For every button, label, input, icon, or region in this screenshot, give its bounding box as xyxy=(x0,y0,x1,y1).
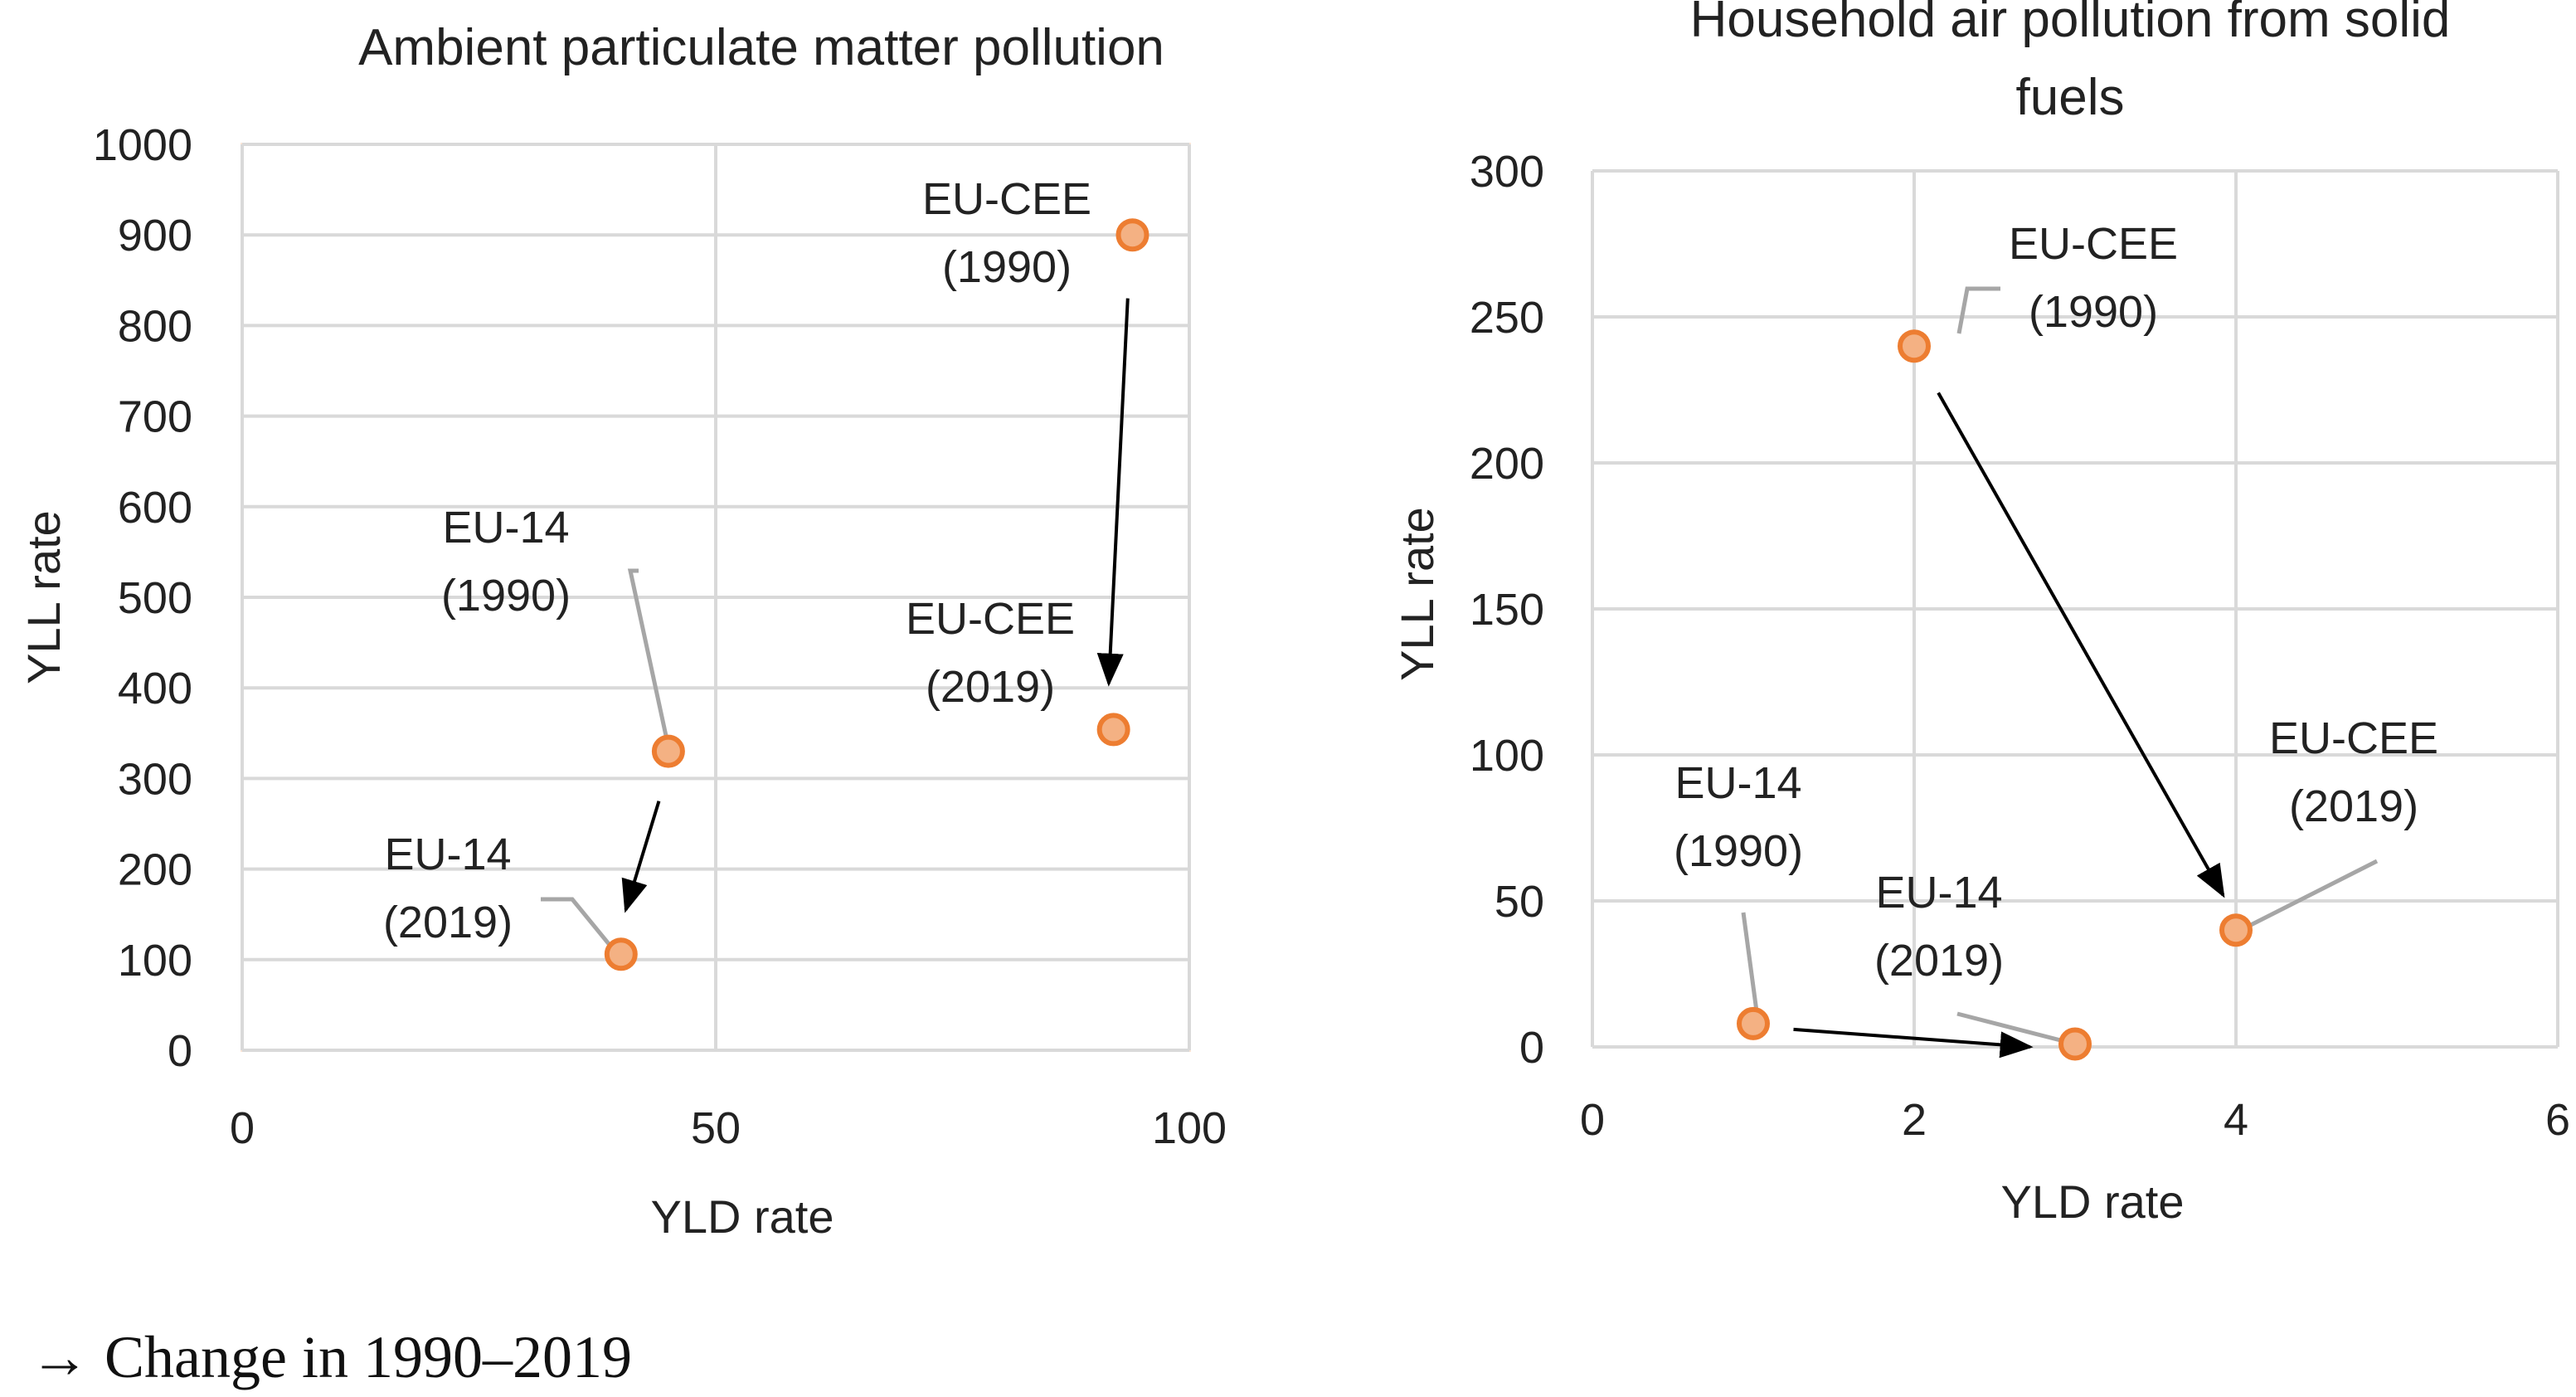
data-label-line: EU-CEE xyxy=(2009,219,2178,269)
y-tick-label: 200 xyxy=(1470,439,1544,489)
y-tick-label: 500 xyxy=(118,573,192,623)
data-label-leader xyxy=(1741,912,1761,1025)
y-tick-label: 0 xyxy=(168,1026,192,1076)
footnote-legend: → Change in 1990–2019 xyxy=(30,1324,632,1390)
chart-title-line: fuels xyxy=(2016,69,2125,126)
y-tick-label: 250 xyxy=(1470,293,1544,343)
y-tick-label: 600 xyxy=(118,483,192,533)
data-point xyxy=(1898,329,1931,363)
y-tick-label: 800 xyxy=(118,301,192,351)
data-label-leader xyxy=(2238,859,2379,933)
data-point xyxy=(1115,218,1149,252)
y-tick-label: 300 xyxy=(1470,147,1544,197)
y-tick-label: 300 xyxy=(118,754,192,804)
data-label-line: EU-14 xyxy=(1674,758,1801,808)
y-tick-label: 50 xyxy=(1495,877,1544,927)
data-label-line: EU-14 xyxy=(384,830,511,879)
data-point xyxy=(604,937,638,971)
y-axis-label: YLL rate xyxy=(1391,507,1443,681)
x-tick-label: 0 xyxy=(1580,1095,1605,1145)
data-label-line: EU-CEE xyxy=(2269,713,2438,763)
x-tick-label: 2 xyxy=(1902,1095,1927,1145)
data-label-line: EU-14 xyxy=(442,503,569,552)
y-tick-label: 400 xyxy=(118,664,192,713)
y-axis-label: YLL rate xyxy=(17,510,70,684)
change-arrow xyxy=(1096,298,1130,687)
data-label-line: (1990) xyxy=(942,242,1072,292)
change-arrow xyxy=(1793,1027,2034,1059)
data-point xyxy=(651,734,685,768)
data-label-line: (1990) xyxy=(1674,826,1803,876)
data-point xyxy=(1096,713,1130,747)
x-axis-label: YLD rate xyxy=(2001,1176,2185,1228)
x-axis-label: YLD rate xyxy=(651,1190,834,1243)
y-tick-label: 150 xyxy=(1470,585,1544,635)
y-tick-label: 200 xyxy=(118,845,192,895)
y-tick-label: 0 xyxy=(1519,1023,1544,1073)
y-tick-label: 100 xyxy=(1470,731,1544,781)
data-label-line: EU-14 xyxy=(1875,868,2002,918)
chart-ambient-pm: Ambient particulate matter pollution 0 100… xyxy=(17,19,1227,1243)
x-tick-label: 100 xyxy=(1152,1103,1227,1153)
data-label-line: (2019) xyxy=(383,898,513,947)
chart-title-line: Household air pollution from solid xyxy=(1690,0,2451,48)
data-label-line: EU-CEE xyxy=(906,594,1075,644)
data-label-leader xyxy=(1956,286,2000,334)
data-label-line: (2019) xyxy=(2289,781,2418,831)
y-tick-label: 900 xyxy=(118,211,192,260)
data-label-line: (1990) xyxy=(441,571,571,621)
x-tick-label: 50 xyxy=(691,1103,741,1153)
x-tick-label: 6 xyxy=(2545,1095,2570,1145)
data-label-leader xyxy=(541,897,619,956)
y-tick-label: 700 xyxy=(118,392,192,442)
data-point xyxy=(2058,1027,2092,1061)
data-point xyxy=(2219,913,2253,947)
x-tick-label: 4 xyxy=(2224,1095,2248,1145)
data-label-line: (2019) xyxy=(926,662,1055,712)
change-arrow xyxy=(621,801,661,913)
data-label-leader xyxy=(1956,1011,2074,1046)
chart-household-air: Household air pollution from solid fuels 0… xyxy=(1391,0,2570,1228)
y-tick-label: 100 xyxy=(118,936,192,986)
chart-title-line: Ambient particulate matter pollution xyxy=(358,19,1164,76)
data-label-line: EU-CEE xyxy=(922,174,1091,224)
data-point xyxy=(1737,1006,1770,1040)
data-label-line: (2019) xyxy=(1874,936,2004,986)
data-label-line: (1990) xyxy=(2029,287,2158,337)
y-tick-label: 1000 xyxy=(93,120,192,170)
change-arrow xyxy=(1937,392,2225,898)
data-label-leader xyxy=(627,568,673,756)
x-tick-label: 0 xyxy=(230,1103,255,1153)
